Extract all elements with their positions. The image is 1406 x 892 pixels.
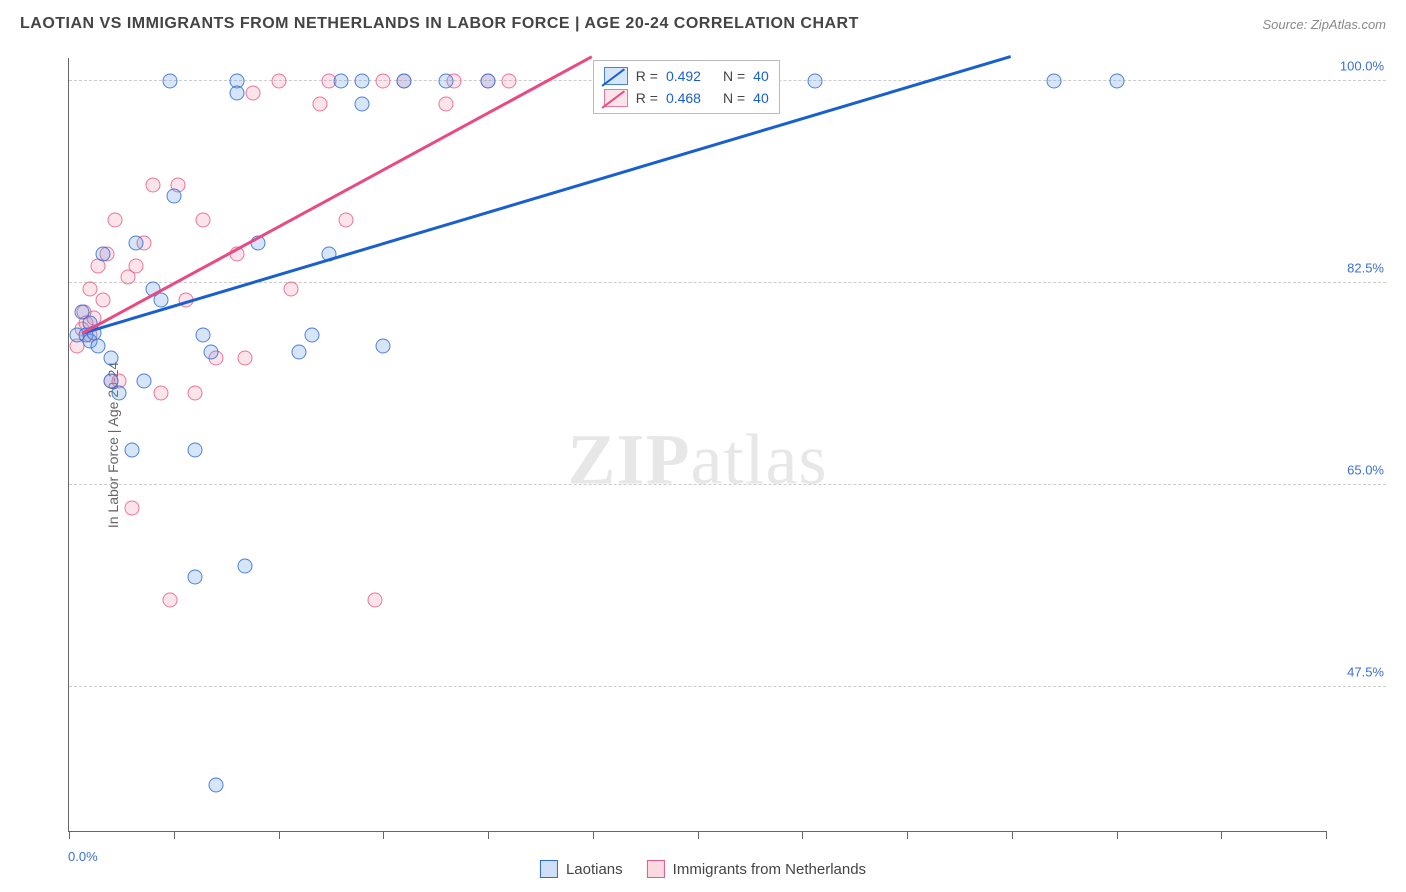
data-point — [313, 97, 328, 112]
data-point — [95, 247, 110, 262]
correlation-legend: R = 0.492 N = 40 R = 0.468 N = 40 — [593, 60, 780, 114]
data-point — [187, 443, 202, 458]
data-point — [196, 212, 211, 227]
source-label: Source: ZipAtlas.com — [1262, 17, 1386, 32]
x-tick — [593, 831, 594, 839]
data-point — [1046, 74, 1061, 89]
y-tick-label: 82.5% — [1347, 260, 1384, 275]
x-tick — [802, 831, 803, 839]
data-point — [807, 74, 822, 89]
y-tick-label: 100.0% — [1340, 59, 1384, 74]
y-tick-label: 47.5% — [1347, 664, 1384, 679]
x-tick — [1326, 831, 1327, 839]
data-point — [271, 74, 286, 89]
x-tick — [383, 831, 384, 839]
data-point — [305, 327, 320, 342]
data-point — [246, 85, 261, 100]
x-tick — [69, 831, 70, 839]
data-point — [82, 281, 97, 296]
legend-item-pink: Immigrants from Netherlands — [647, 860, 866, 878]
data-point — [338, 212, 353, 227]
legend-bottom: Laotians Immigrants from Netherlands — [540, 860, 866, 878]
legend-swatch-pink — [647, 860, 665, 878]
data-point — [1109, 74, 1124, 89]
data-point — [481, 74, 496, 89]
x-tick — [1117, 831, 1118, 839]
r-value: 0.492 — [666, 68, 701, 84]
data-point — [124, 500, 139, 515]
data-point — [237, 558, 252, 573]
plot-wrapper: In Labor Force | Age 20-24 ZIPatlas 47.5… — [40, 58, 1386, 832]
data-point — [208, 777, 223, 792]
correlation-row: R = 0.468 N = 40 — [604, 87, 769, 109]
data-point — [162, 593, 177, 608]
data-point — [284, 281, 299, 296]
data-point — [103, 350, 118, 365]
data-point — [292, 345, 307, 360]
gridline-h — [69, 484, 1386, 485]
chart-header: LAOTIAN VS IMMIGRANTS FROM NETHERLANDS I… — [0, 0, 1406, 48]
r-value: 0.468 — [666, 90, 701, 106]
legend-swatch — [604, 67, 628, 85]
x-tick — [1221, 831, 1222, 839]
regression-line — [81, 56, 1010, 335]
regression-line — [81, 56, 592, 335]
gridline-h — [69, 282, 1386, 283]
data-point — [112, 385, 127, 400]
watermark: ZIPatlas — [568, 418, 828, 501]
x-tick — [698, 831, 699, 839]
x-tick — [1012, 831, 1013, 839]
legend-item-blue: Laotians — [540, 860, 623, 878]
data-point — [95, 293, 110, 308]
data-point — [124, 443, 139, 458]
data-point — [91, 339, 106, 354]
data-point — [154, 385, 169, 400]
legend-swatch-blue — [540, 860, 558, 878]
y-tick-label: 65.0% — [1347, 462, 1384, 477]
data-point — [237, 350, 252, 365]
chart-title: LAOTIAN VS IMMIGRANTS FROM NETHERLANDS I… — [20, 15, 859, 33]
correlation-row: R = 0.492 N = 40 — [604, 65, 769, 87]
legend-label-blue: Laotians — [566, 861, 623, 878]
data-point — [439, 74, 454, 89]
r-label: R = — [636, 90, 658, 106]
x-tick — [488, 831, 489, 839]
r-label: R = — [636, 68, 658, 84]
data-point — [137, 374, 152, 389]
data-point — [376, 339, 391, 354]
legend-label-pink: Immigrants from Netherlands — [673, 861, 866, 878]
data-point — [166, 189, 181, 204]
data-point — [129, 235, 144, 250]
n-value: 40 — [753, 90, 769, 106]
data-point — [204, 345, 219, 360]
plot-area: ZIPatlas 47.5%65.0%82.5%100.0%R =0.492N … — [68, 58, 1326, 832]
data-point — [334, 74, 349, 89]
data-point — [187, 570, 202, 585]
data-point — [145, 177, 160, 192]
x-tick — [174, 831, 175, 839]
data-point — [376, 74, 391, 89]
data-point — [439, 97, 454, 112]
legend-swatch — [604, 89, 628, 107]
data-point — [108, 212, 123, 227]
x-tick — [279, 831, 280, 839]
data-point — [501, 74, 516, 89]
data-point — [129, 258, 144, 273]
data-point — [355, 74, 370, 89]
gridline-h — [69, 686, 1386, 687]
n-label: N = — [723, 90, 745, 106]
data-point — [367, 593, 382, 608]
data-point — [229, 85, 244, 100]
data-point — [196, 327, 211, 342]
data-point — [187, 385, 202, 400]
data-point — [397, 74, 412, 89]
x-tick — [907, 831, 908, 839]
x-axis-min-label: 0.0% — [68, 849, 98, 864]
data-point — [355, 97, 370, 112]
n-value: 40 — [753, 68, 769, 84]
data-point — [162, 74, 177, 89]
n-label: N = — [723, 68, 745, 84]
